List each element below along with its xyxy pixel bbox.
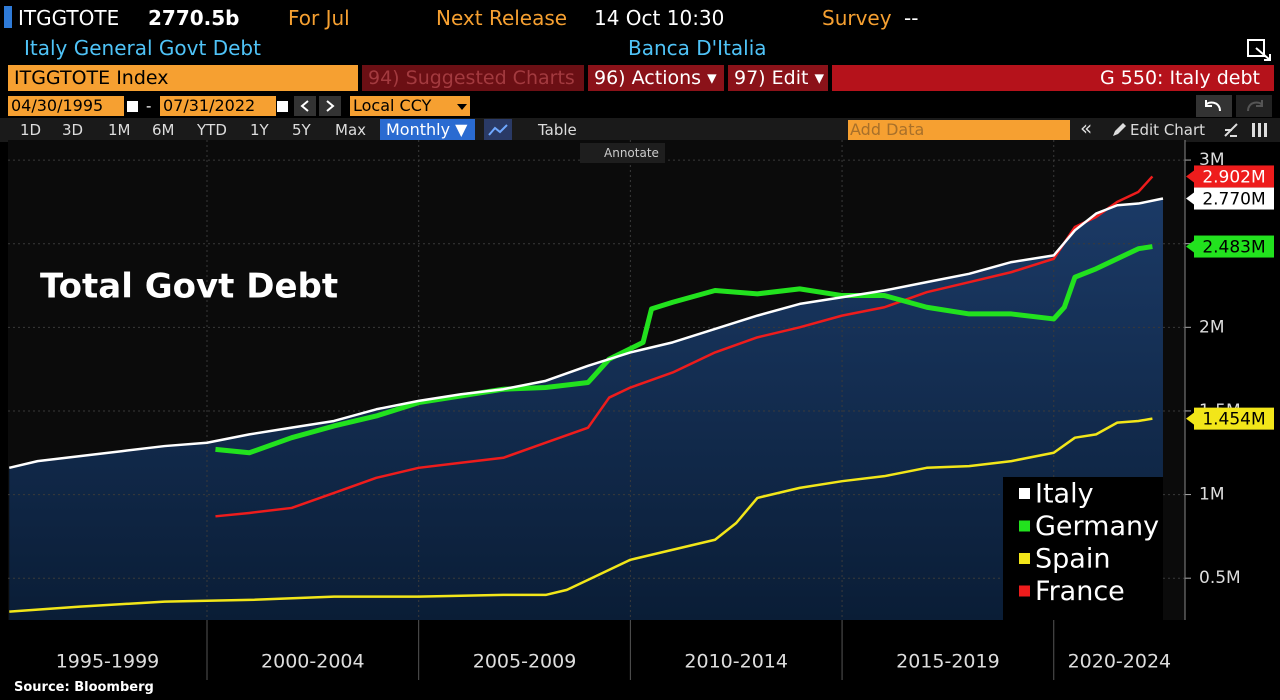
currency-select[interactable]: Local CCY <box>350 96 470 116</box>
x-tick-label: 2005-2009 <box>473 651 577 673</box>
edit-chart-button[interactable]: Edit Chart <box>1130 121 1206 139</box>
popout-icon[interactable] <box>1246 38 1272 62</box>
legend-swatch <box>1019 553 1030 564</box>
last-value-label: 2.770M <box>1202 190 1265 210</box>
chart-type-button[interactable] <box>484 119 512 141</box>
start-date[interactable]: 04/30/1995 <box>8 96 124 116</box>
last-value: 2770.5b <box>148 6 240 30</box>
range-button[interactable]: 3D <box>62 121 84 139</box>
legend-swatch <box>1019 488 1030 499</box>
actions-menu[interactable]: 96) Actions ▾ <box>588 65 724 91</box>
pencil-icon <box>1113 123 1126 136</box>
ticker: ITGGTOTE <box>18 6 120 30</box>
last-value-box <box>1194 187 1274 210</box>
calendar-icon[interactable] <box>126 98 140 114</box>
y-tick-label: 0.5M <box>1199 568 1241 588</box>
edit-menu[interactable]: 97) Edit ▾ <box>728 65 828 91</box>
period: For Jul <box>288 6 350 30</box>
series-line <box>215 244 1153 456</box>
survey-label: Survey <box>822 6 892 30</box>
calendar-icon[interactable] <box>276 98 290 114</box>
range-button[interactable]: 1M <box>108 121 131 139</box>
last-value-box <box>1194 165 1274 188</box>
nav-arrows[interactable] <box>294 96 344 116</box>
security-field[interactable]: ITGGTOTE Index <box>8 65 358 91</box>
suggested-charts-button[interactable]: 94) Suggested Charts <box>362 65 584 91</box>
range-button[interactable]: Max <box>335 121 367 139</box>
axis-background <box>0 620 1280 680</box>
last-value-pointer <box>1186 170 1194 183</box>
last-value-box <box>1194 235 1274 258</box>
last-value-pointer <box>1186 240 1194 253</box>
legend-label: Italy <box>1035 479 1094 510</box>
x-tick-label: 2010-2014 <box>684 651 788 673</box>
last-value-box <box>1194 407 1274 430</box>
legend-label: Spain <box>1035 544 1110 575</box>
range-button[interactable]: 5Y <box>292 121 311 139</box>
last-value-pointer <box>1186 192 1194 205</box>
date-dash: - <box>146 97 152 115</box>
frequency-select[interactable]: Monthly ▼ <box>380 119 475 141</box>
ticker-marker <box>4 6 12 28</box>
y-tick-label: 2M <box>1199 317 1224 337</box>
range-button[interactable]: 1Y <box>250 121 269 139</box>
table-button[interactable]: Table <box>538 121 577 139</box>
range-button[interactable]: 1D <box>20 121 42 139</box>
x-tick-label: 2020-2024 <box>1068 651 1172 673</box>
y-tick-label: 3M <box>1199 150 1224 170</box>
data-source: Banca D'Italia <box>628 36 767 60</box>
last-value-pointer <box>1186 412 1194 425</box>
security-name: Italy General Govt Debt <box>24 36 261 60</box>
survey-value: -- <box>904 6 919 30</box>
footer-source: Source: Bloomberg <box>14 680 154 695</box>
range-button[interactable]: 6M <box>152 121 175 139</box>
series-line <box>8 197 1164 470</box>
annotation: Total Govt Debt <box>40 267 338 307</box>
x-tick-label: 1995-1999 <box>56 651 160 673</box>
range-button[interactable]: YTD <box>197 121 227 139</box>
legend-swatch <box>1019 520 1030 532</box>
release-label: Next Release <box>436 6 568 30</box>
series-line <box>9 417 1153 613</box>
legend-label: France <box>1035 576 1125 607</box>
last-value-label: 2.483M <box>1202 238 1265 258</box>
end-date[interactable]: 07/31/2022 <box>160 96 276 116</box>
dropdown-arrow[interactable] <box>454 96 470 116</box>
annotate-button[interactable]: Annotate <box>580 143 665 163</box>
y-tick-label: 1M <box>1199 485 1224 505</box>
undo-redo[interactable] <box>1196 95 1276 117</box>
x-tick-label: 2015-2019 <box>896 651 1000 673</box>
legend-swatch <box>1019 585 1030 597</box>
last-value-label: 1.454M <box>1202 410 1265 430</box>
chart-name: G 550: Italy debt <box>832 65 1274 91</box>
legend-label: Germany <box>1035 511 1159 542</box>
collapse-button[interactable]: « <box>1080 116 1093 140</box>
add-data-field[interactable]: Add Data <box>848 120 1070 140</box>
x-tick-label: 2000-2004 <box>261 651 365 673</box>
toolbar-icons[interactable] <box>1222 120 1274 140</box>
release-date: 14 Oct 10:30 <box>594 6 725 30</box>
area <box>9 198 1163 620</box>
last-value-label: 2.902M <box>1202 167 1265 187</box>
